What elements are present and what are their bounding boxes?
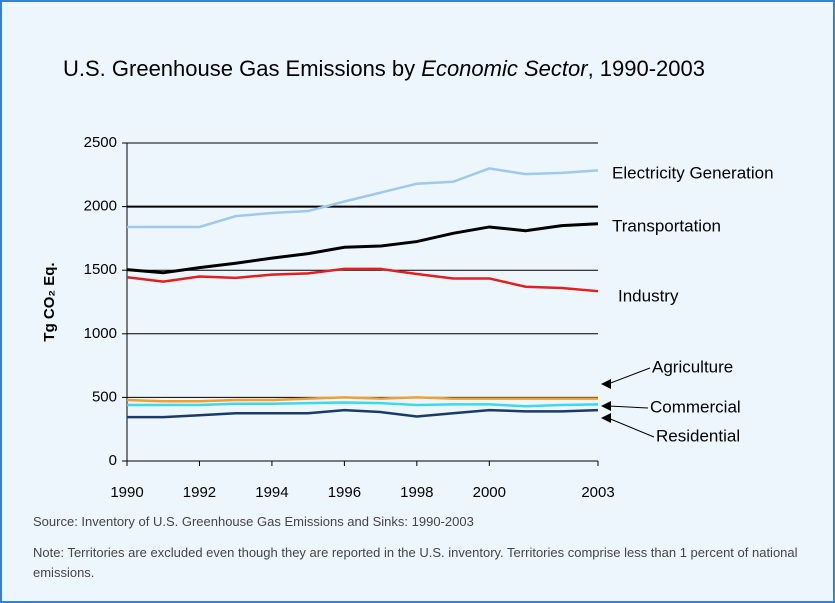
y-axis-label: Tg CO₂ Eq. (41, 262, 58, 341)
legend-label: Industry (618, 286, 679, 305)
y-tick-label: 2500 (84, 134, 117, 151)
title-part: U.S. Greenhouse Gas Emissions by (63, 56, 421, 81)
series-line (126, 396, 598, 403)
series-line (126, 222, 599, 275)
x-tick-label: 1990 (110, 484, 143, 501)
y-tick-label: 2000 (84, 198, 117, 215)
title-part: Economic Sector (421, 56, 589, 81)
y-tick-label: 1000 (84, 325, 117, 342)
series-line (127, 401, 599, 408)
x-tick-label: 2003 (581, 484, 614, 501)
legend-label: Electricity Generation (612, 163, 774, 182)
series-line (127, 167, 599, 229)
arrow-head (601, 401, 611, 411)
legend-label: Agriculture (652, 357, 733, 376)
arrow-head (601, 413, 611, 423)
y-tick-label: 1500 (84, 261, 117, 278)
chart-title: U.S. Greenhouse Gas Emissions by Economi… (63, 56, 705, 81)
x-tick-label: 1992 (183, 484, 216, 501)
y-tick-label: 500 (92, 388, 117, 405)
legend-label: Residential (656, 426, 740, 445)
arrow (607, 405, 649, 409)
arrow-head (601, 379, 611, 389)
series-line (127, 408, 599, 419)
arrow (607, 417, 655, 438)
legend-label: Transportation (612, 216, 721, 235)
y-tick-label: 0 (109, 452, 117, 469)
x-tick-label: 1996 (328, 484, 361, 501)
title-part: , 1990-2003 (588, 56, 705, 81)
x-tick-label: 1998 (400, 484, 433, 501)
series-line (126, 267, 599, 293)
note: Note: Territories are excluded even thou… (33, 545, 798, 580)
x-tick-label: 1994 (255, 484, 288, 501)
x-tick-label: 2000 (473, 484, 506, 501)
source: Source: Inventory of U.S. Greenhouse Gas… (33, 514, 474, 529)
legend-label: Commercial (650, 397, 741, 416)
arrow (607, 367, 651, 385)
